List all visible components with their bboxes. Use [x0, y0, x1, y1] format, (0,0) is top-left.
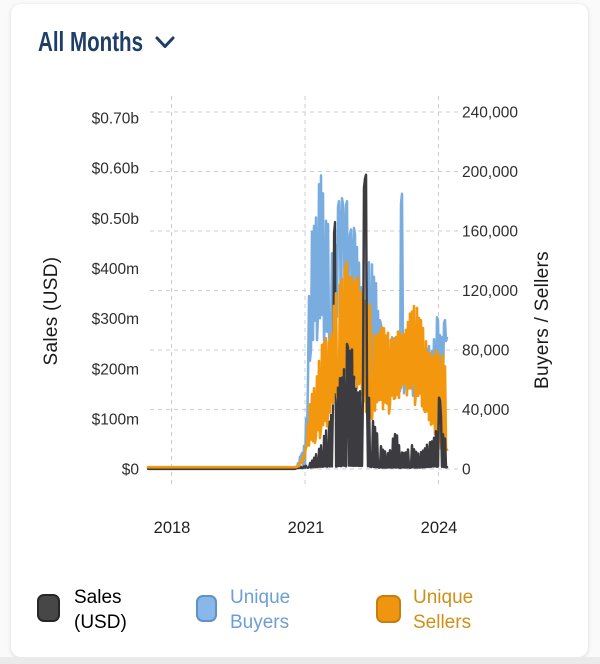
svg-text:$300m: $300m — [92, 311, 139, 328]
svg-text:$200m: $200m — [92, 361, 139, 378]
svg-text:2018: 2018 — [154, 519, 191, 537]
svg-text:2024: 2024 — [421, 519, 458, 537]
svg-text:160,000: 160,000 — [462, 224, 518, 241]
svg-text:$0: $0 — [122, 462, 140, 479]
svg-text:0: 0 — [462, 462, 471, 479]
svg-text:$0.50b: $0.50b — [92, 211, 139, 228]
svg-text:240,000: 240,000 — [462, 105, 518, 122]
svg-text:Buyers / Sellers: Buyers / Sellers — [532, 251, 553, 389]
svg-text:40,000: 40,000 — [462, 402, 510, 419]
svg-text:$0.60b: $0.60b — [92, 161, 139, 178]
svg-text:Sales (USD): Sales (USD) — [41, 257, 62, 366]
svg-text:2021: 2021 — [288, 519, 325, 537]
svg-text:120,000: 120,000 — [462, 283, 518, 300]
svg-text:200,000: 200,000 — [462, 164, 518, 181]
svg-text:$100m: $100m — [92, 412, 139, 429]
svg-text:$0.70b: $0.70b — [92, 111, 139, 128]
svg-text:80,000: 80,000 — [462, 343, 510, 360]
svg-text:$400m: $400m — [92, 261, 139, 278]
